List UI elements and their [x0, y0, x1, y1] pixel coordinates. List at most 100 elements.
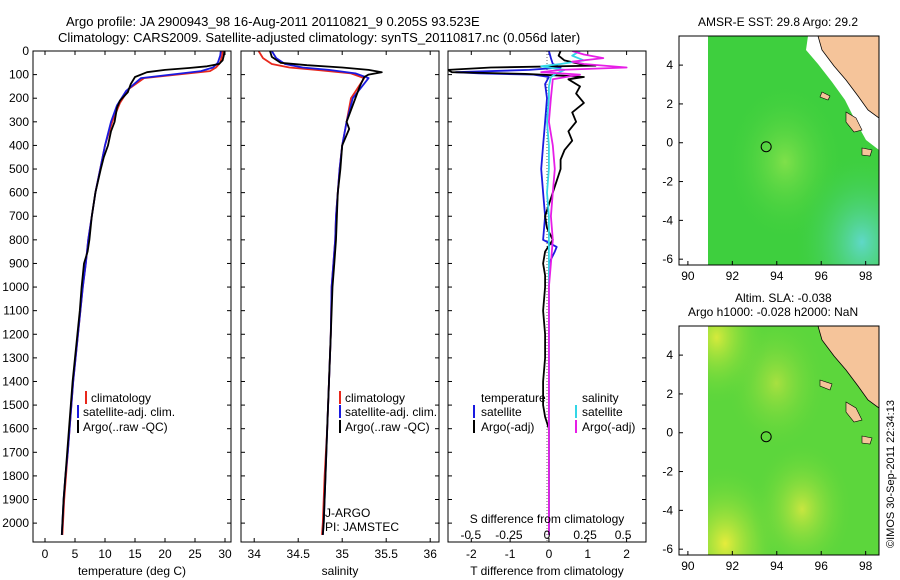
sst-map-ticks: 90 92 94 96 98 4 2 0 -2 -4 -6	[662, 58, 872, 283]
salinity-xlabel: salinity	[322, 564, 359, 578]
sst-map-title: AMSR-E SST: 29.8 Argo: 29.2	[698, 15, 858, 29]
difference-legend: temperature satellite Argo(-adj) salinit…	[473, 391, 635, 434]
legend-salinity-title: salinity	[582, 391, 619, 405]
depth-tick-label: 300	[9, 115, 29, 129]
x-tick-label: 35.5	[375, 547, 399, 561]
x-tick-label: 30	[218, 547, 232, 561]
depth-tick-label: 1600	[2, 422, 29, 436]
x-tick-label: -2	[466, 547, 477, 561]
argo-float-marker	[760, 431, 772, 443]
x-tick-label: 15	[128, 547, 142, 561]
s-diff-tick-label: -0.5	[461, 528, 482, 542]
latitude-tick-label: 4	[666, 348, 673, 362]
x-tick-label: 0	[546, 547, 553, 561]
island	[819, 91, 831, 101]
legend-label: climatology	[91, 391, 151, 405]
x-tick-label: 25	[188, 547, 202, 561]
salinity-panel: 34 34.5 35 35.5 36 salinity climatology sate…	[240, 50, 440, 578]
depth-tick-label: 500	[9, 162, 29, 176]
depth-tick-label: 1400	[2, 374, 29, 388]
longitude-tick-label: 94	[770, 559, 784, 573]
difference-panel: -2 -1 0 1 2 S difference from climatology -0…	[447, 50, 647, 578]
depth-tick-label: 1100	[3, 304, 29, 318]
temperature-legend: climatology satellite-adj. clim. Argo(..…	[77, 391, 175, 434]
island	[845, 111, 863, 133]
sla-map-panel: Altim. SLA: -0.038 Argo h1000: -0.028 h2…	[662, 291, 880, 573]
island	[861, 147, 873, 157]
legend-label: Argo(..raw -QC)	[345, 420, 430, 434]
difference-lines	[448, 51, 628, 535]
depth-tick-label: 0	[22, 44, 29, 58]
sla-map-ticks: 90 92 94 96 98 4 2 0 -2 -4 -6	[662, 348, 872, 573]
imos-timestamp: ©IMOS 30-Sep-2011 22:34:13	[885, 400, 897, 548]
temperature-ticks: 0 5 10 15 20 25 300100200300400500600700800900…	[2, 44, 232, 561]
difference-xlabel: T difference from climatology	[470, 564, 624, 578]
legend-label: satellite-adj. clim.	[83, 405, 175, 419]
sumatra-land	[817, 326, 879, 409]
s-diff-tick-label: 0.5	[615, 528, 632, 542]
x-tick-label: 34.5	[287, 547, 311, 561]
series-line-satellite-adj-clim-	[271, 51, 370, 535]
salinity-ticks: 34 34.5 35 35.5 36	[241, 50, 439, 561]
latitude-tick-label: -6	[662, 252, 673, 266]
sla-map-title: Altim. SLA: -0.038	[735, 291, 832, 305]
latitude-tick-label: -2	[662, 175, 673, 189]
depth-tick-label: 2000	[2, 516, 29, 530]
x-tick-label: 10	[98, 547, 112, 561]
legend-label: Argo(..raw -QC)	[83, 420, 168, 434]
longitude-tick-label: 90	[681, 269, 695, 283]
longitude-tick-label: 98	[859, 269, 873, 283]
depth-tick-label: 1200	[2, 327, 29, 341]
legend-label: climatology	[345, 391, 405, 405]
legend-label: satellite	[582, 405, 623, 419]
sst-map-frame	[678, 35, 880, 266]
legend-label: satellite	[481, 405, 522, 419]
longitude-tick-label: 90	[681, 559, 695, 573]
island	[861, 435, 873, 445]
x-tick-label: 36	[424, 547, 438, 561]
temperature-xlabel: temperature (deg C)	[78, 564, 186, 578]
sla-map-frame	[678, 325, 880, 556]
depth-tick-label: 1900	[2, 493, 29, 507]
data-source-annotation: J-ARGO	[325, 506, 370, 520]
series-line-salinity-argo-adj-	[540, 51, 628, 535]
legend-temperature-title: temperature	[481, 391, 546, 405]
series-line-climatology	[61, 51, 224, 535]
depth-tick-label: 1500	[2, 398, 29, 412]
latitude-tick-label: 2	[666, 97, 673, 111]
x-tick-label: 20	[158, 547, 172, 561]
depth-tick-label: 1000	[2, 280, 29, 294]
longitude-tick-label: 96	[815, 559, 829, 573]
depth-tick-label: 900	[9, 256, 29, 270]
s-diff-tick-label: 0.25	[573, 528, 597, 542]
latitude-tick-label: 0	[666, 136, 673, 150]
series-line-temperature-argo-adj-	[448, 51, 597, 535]
legend-label: satellite-adj. clim.	[345, 405, 437, 419]
depth-tick-label: 100	[9, 68, 29, 82]
sla-field	[708, 326, 879, 555]
salinity-difference-title: S difference from climatology	[470, 512, 625, 526]
x-tick-label: 1	[584, 547, 591, 561]
sla-map-subtitle: Argo h1000: -0.028 h2000: NaN	[688, 305, 858, 319]
x-tick-label: -1	[505, 547, 516, 561]
depth-tick-label: 700	[9, 209, 29, 223]
depth-tick-label: 1700	[2, 445, 29, 459]
sst-field	[708, 36, 879, 265]
temperature-lines	[60, 51, 226, 535]
latitude-tick-label: -4	[662, 503, 673, 517]
island	[845, 401, 863, 423]
temperature-axes-frame	[32, 50, 232, 543]
salinity-lines	[257, 51, 383, 535]
longitude-tick-label: 94	[770, 269, 784, 283]
series-line-climatology	[257, 51, 366, 535]
series-line-satellite-adj-clim-	[60, 51, 222, 535]
depth-tick-label: 200	[9, 91, 29, 105]
s-diff-tick-label: 0	[544, 528, 551, 542]
latitude-tick-label: -2	[662, 465, 673, 479]
x-tick-label: 5	[72, 547, 79, 561]
legend-label: Argo(-adj)	[582, 420, 635, 434]
series-line-salinity-satellite	[540, 51, 585, 535]
legend-label: Argo(-adj)	[481, 420, 534, 434]
latitude-tick-label: -6	[662, 542, 673, 556]
